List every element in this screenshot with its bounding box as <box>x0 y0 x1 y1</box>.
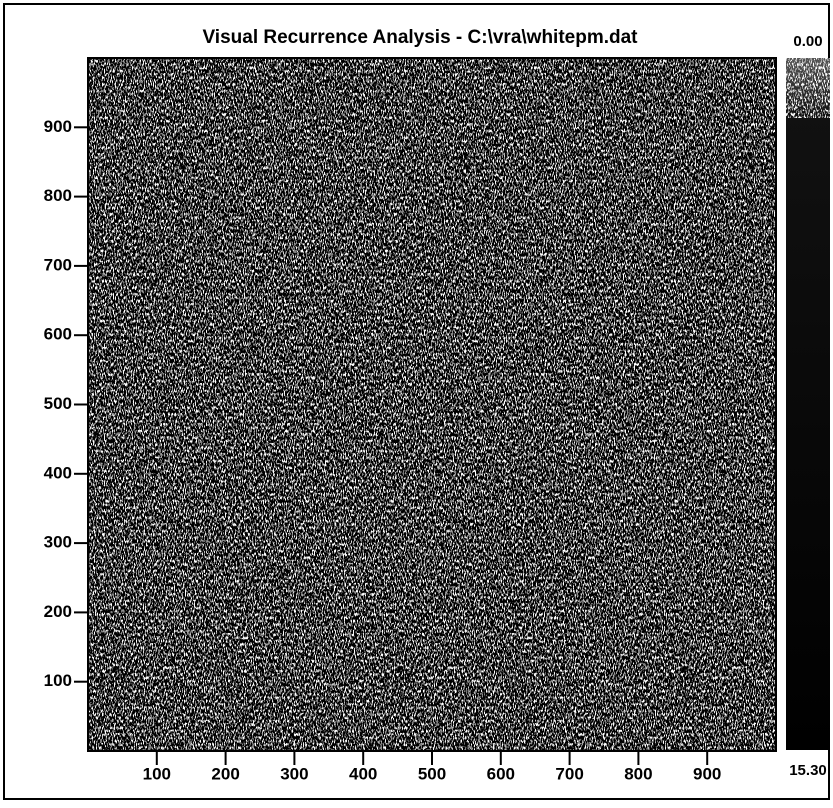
colorbar-label: 15.30 <box>789 762 827 779</box>
x-tick-label: 600 <box>487 764 515 783</box>
y-tick-label: 200 <box>44 602 72 621</box>
y-tick-label: 400 <box>44 463 72 482</box>
y-tick-label: 500 <box>44 394 72 413</box>
colorbar-label: 0.00 <box>793 33 822 50</box>
x-tick-label: 700 <box>555 764 583 783</box>
x-tick-label: 400 <box>349 764 377 783</box>
x-tick-label: 800 <box>624 764 652 783</box>
y-tick-label: 300 <box>44 533 72 552</box>
x-tick-label: 900 <box>693 764 721 783</box>
x-tick-label: 200 <box>211 764 239 783</box>
y-tick-label: 900 <box>44 117 72 136</box>
x-tick-label: 500 <box>418 764 446 783</box>
colorbar-texture <box>786 58 830 118</box>
colorbar <box>786 58 830 750</box>
y-tick-label: 800 <box>44 186 72 205</box>
x-tick-label: 100 <box>143 764 171 783</box>
y-tick-label: 600 <box>44 325 72 344</box>
chart-title: Visual Recurrence Analysis - C:\vra\whit… <box>202 27 638 48</box>
y-tick-label: 100 <box>44 671 72 690</box>
x-tick-label: 300 <box>280 764 308 783</box>
y-tick-label: 700 <box>44 255 72 274</box>
recurrence-texture <box>88 58 776 751</box>
